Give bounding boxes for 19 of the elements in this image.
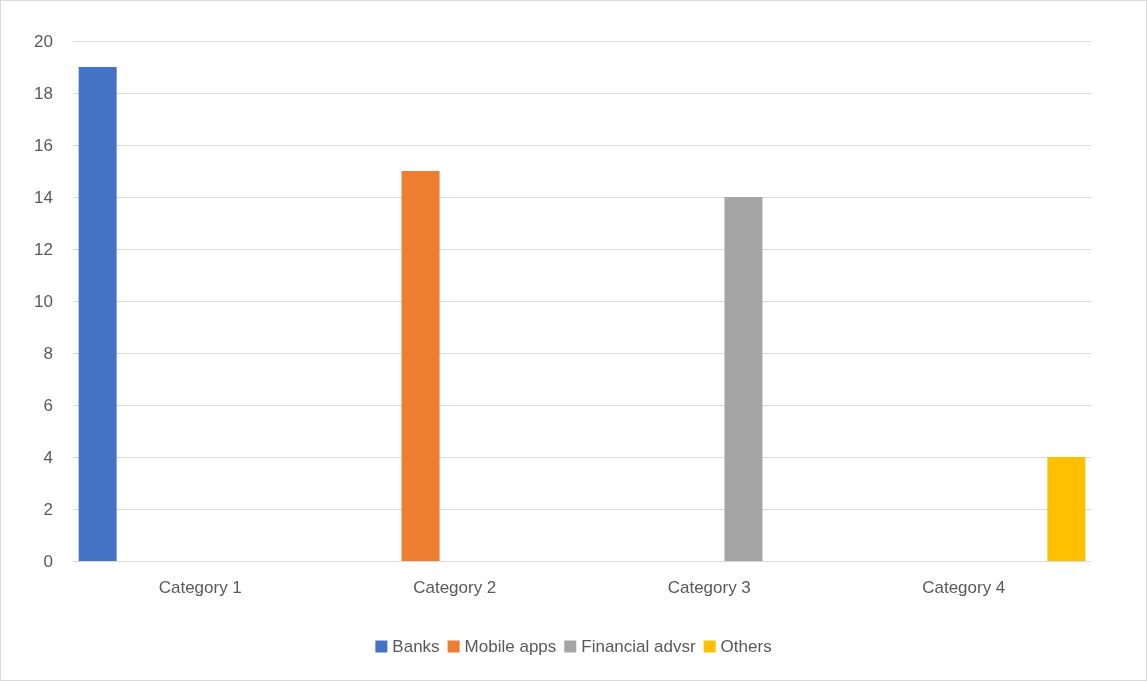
y-tick-label: 4 (43, 447, 53, 467)
x-tick-label: Category 2 (413, 578, 497, 597)
y-tick-label: 10 (34, 291, 53, 311)
legend-label: Banks (392, 637, 440, 656)
y-tick-label: 2 (43, 499, 53, 519)
legend-label: Financial advsr (581, 637, 696, 656)
y-tick-label: 0 (43, 551, 53, 571)
y-tick-label: 8 (43, 343, 53, 363)
x-tick-label: Category 3 (667, 578, 751, 597)
x-tick-label: Category 1 (158, 578, 242, 597)
y-tick-label: 12 (34, 239, 53, 259)
y-tick-label: 16 (34, 135, 53, 155)
legend-label: Mobile apps (464, 637, 557, 656)
y-tick-label: 20 (34, 31, 53, 51)
y-tick-label: 6 (43, 395, 53, 415)
y-tick-label: 14 (34, 187, 53, 207)
y-tick-label: 18 (34, 83, 53, 103)
legend-label: Others (720, 637, 772, 656)
x-tick-label: Category 4 (922, 578, 1006, 597)
